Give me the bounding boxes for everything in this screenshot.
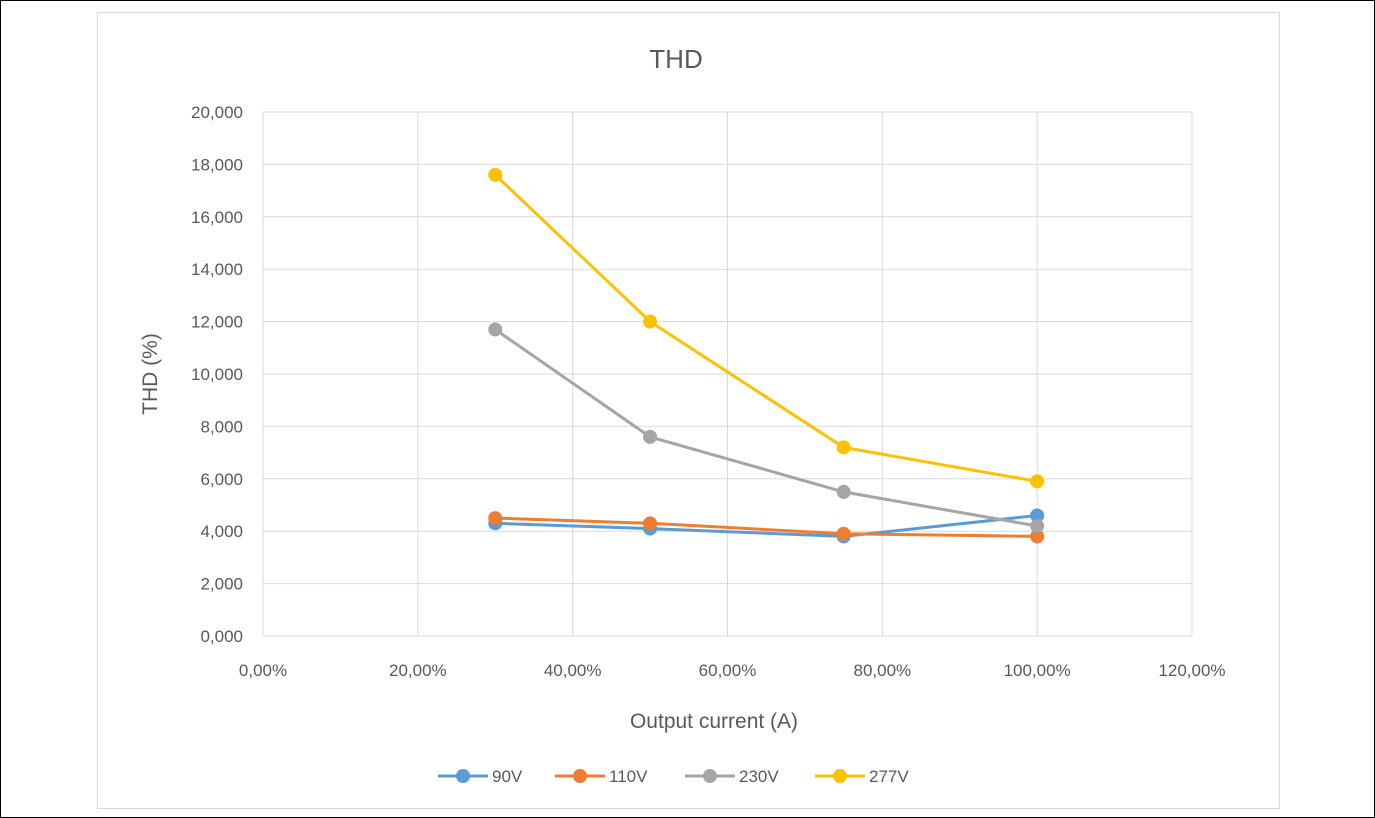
y-tick-label: 8,000	[200, 417, 243, 436]
data-point-230V	[1030, 518, 1045, 533]
series-line-230V	[493, 328, 1039, 528]
data-point-110V	[1030, 529, 1045, 544]
y-tick-label: 14,000	[191, 260, 243, 279]
y-tick-label: 20,000	[191, 103, 243, 122]
x-tick-label: 100,00%	[1004, 661, 1071, 680]
y-tick-label: 18,000	[191, 155, 243, 174]
x-tick-label: 60,00%	[699, 661, 757, 680]
legend-marker	[833, 769, 847, 783]
data-point-277V	[1030, 474, 1045, 489]
y-tick-label: 2,000	[200, 575, 243, 594]
series-line-277V	[493, 173, 1039, 483]
legend-marker	[573, 769, 587, 783]
y-tick-label: 0,000	[200, 627, 243, 646]
data-point-277V	[643, 314, 658, 329]
legend-entry-230V: 230V	[685, 767, 779, 786]
chart-area	[97, 12, 1280, 809]
y-tick-label: 4,000	[200, 522, 243, 541]
y-axis-title: THD (%)	[139, 333, 162, 415]
x-tick-labels: 0,00% 20,00% 40,00% 60,00% 80,00% 100,00% 120,…	[239, 661, 1226, 680]
data-point-110V	[836, 526, 851, 541]
y-tick-label: 10,000	[191, 365, 243, 384]
gridlines	[262, 111, 1193, 637]
x-tick-label: 20,00%	[389, 661, 447, 680]
data-point-230V	[836, 484, 851, 499]
y-tick-label: 16,000	[191, 208, 243, 227]
series-277V	[488, 167, 1045, 489]
x-tick-label: 80,00%	[853, 661, 911, 680]
data-series	[488, 167, 1045, 544]
data-point-277V	[836, 440, 851, 455]
legend-marker	[703, 769, 717, 783]
legend-label: 230V	[739, 767, 779, 786]
series-line-110V	[493, 516, 1039, 538]
x-axis-title: Output current (A)	[630, 710, 798, 733]
data-point-110V	[643, 516, 658, 531]
data-point-277V	[488, 167, 503, 182]
legend-marker	[456, 769, 470, 783]
chart-title: THD	[649, 44, 702, 74]
data-point-230V	[643, 429, 658, 444]
data-point-230V	[488, 322, 503, 337]
x-tick-label: 0,00%	[239, 661, 287, 680]
y-tick-labels: 0,000 2,000 4,000 6,000 8,000 10,000 12,000 14,…	[191, 103, 243, 646]
legend-label: 110V	[609, 767, 648, 786]
x-tick-label: 120,00%	[1158, 661, 1225, 680]
y-tick-label: 6,000	[200, 470, 243, 489]
legend-entry-90V: 90V	[438, 767, 523, 786]
series-230V	[488, 322, 1045, 533]
legend-entry-277V: 277V	[815, 767, 909, 786]
series-line-90V	[493, 514, 1039, 538]
legend-label: 90V	[492, 767, 523, 786]
legend-entry-110V: 110V	[555, 767, 648, 786]
legend-label: 277V	[869, 767, 909, 786]
y-tick-label: 12,000	[191, 313, 243, 332]
series-110V	[488, 511, 1045, 544]
data-point-90V	[1030, 508, 1045, 523]
data-point-110V	[488, 511, 503, 526]
x-tick-label: 40,00%	[544, 661, 602, 680]
legend: 90V 110V 230V 277V	[438, 767, 909, 786]
